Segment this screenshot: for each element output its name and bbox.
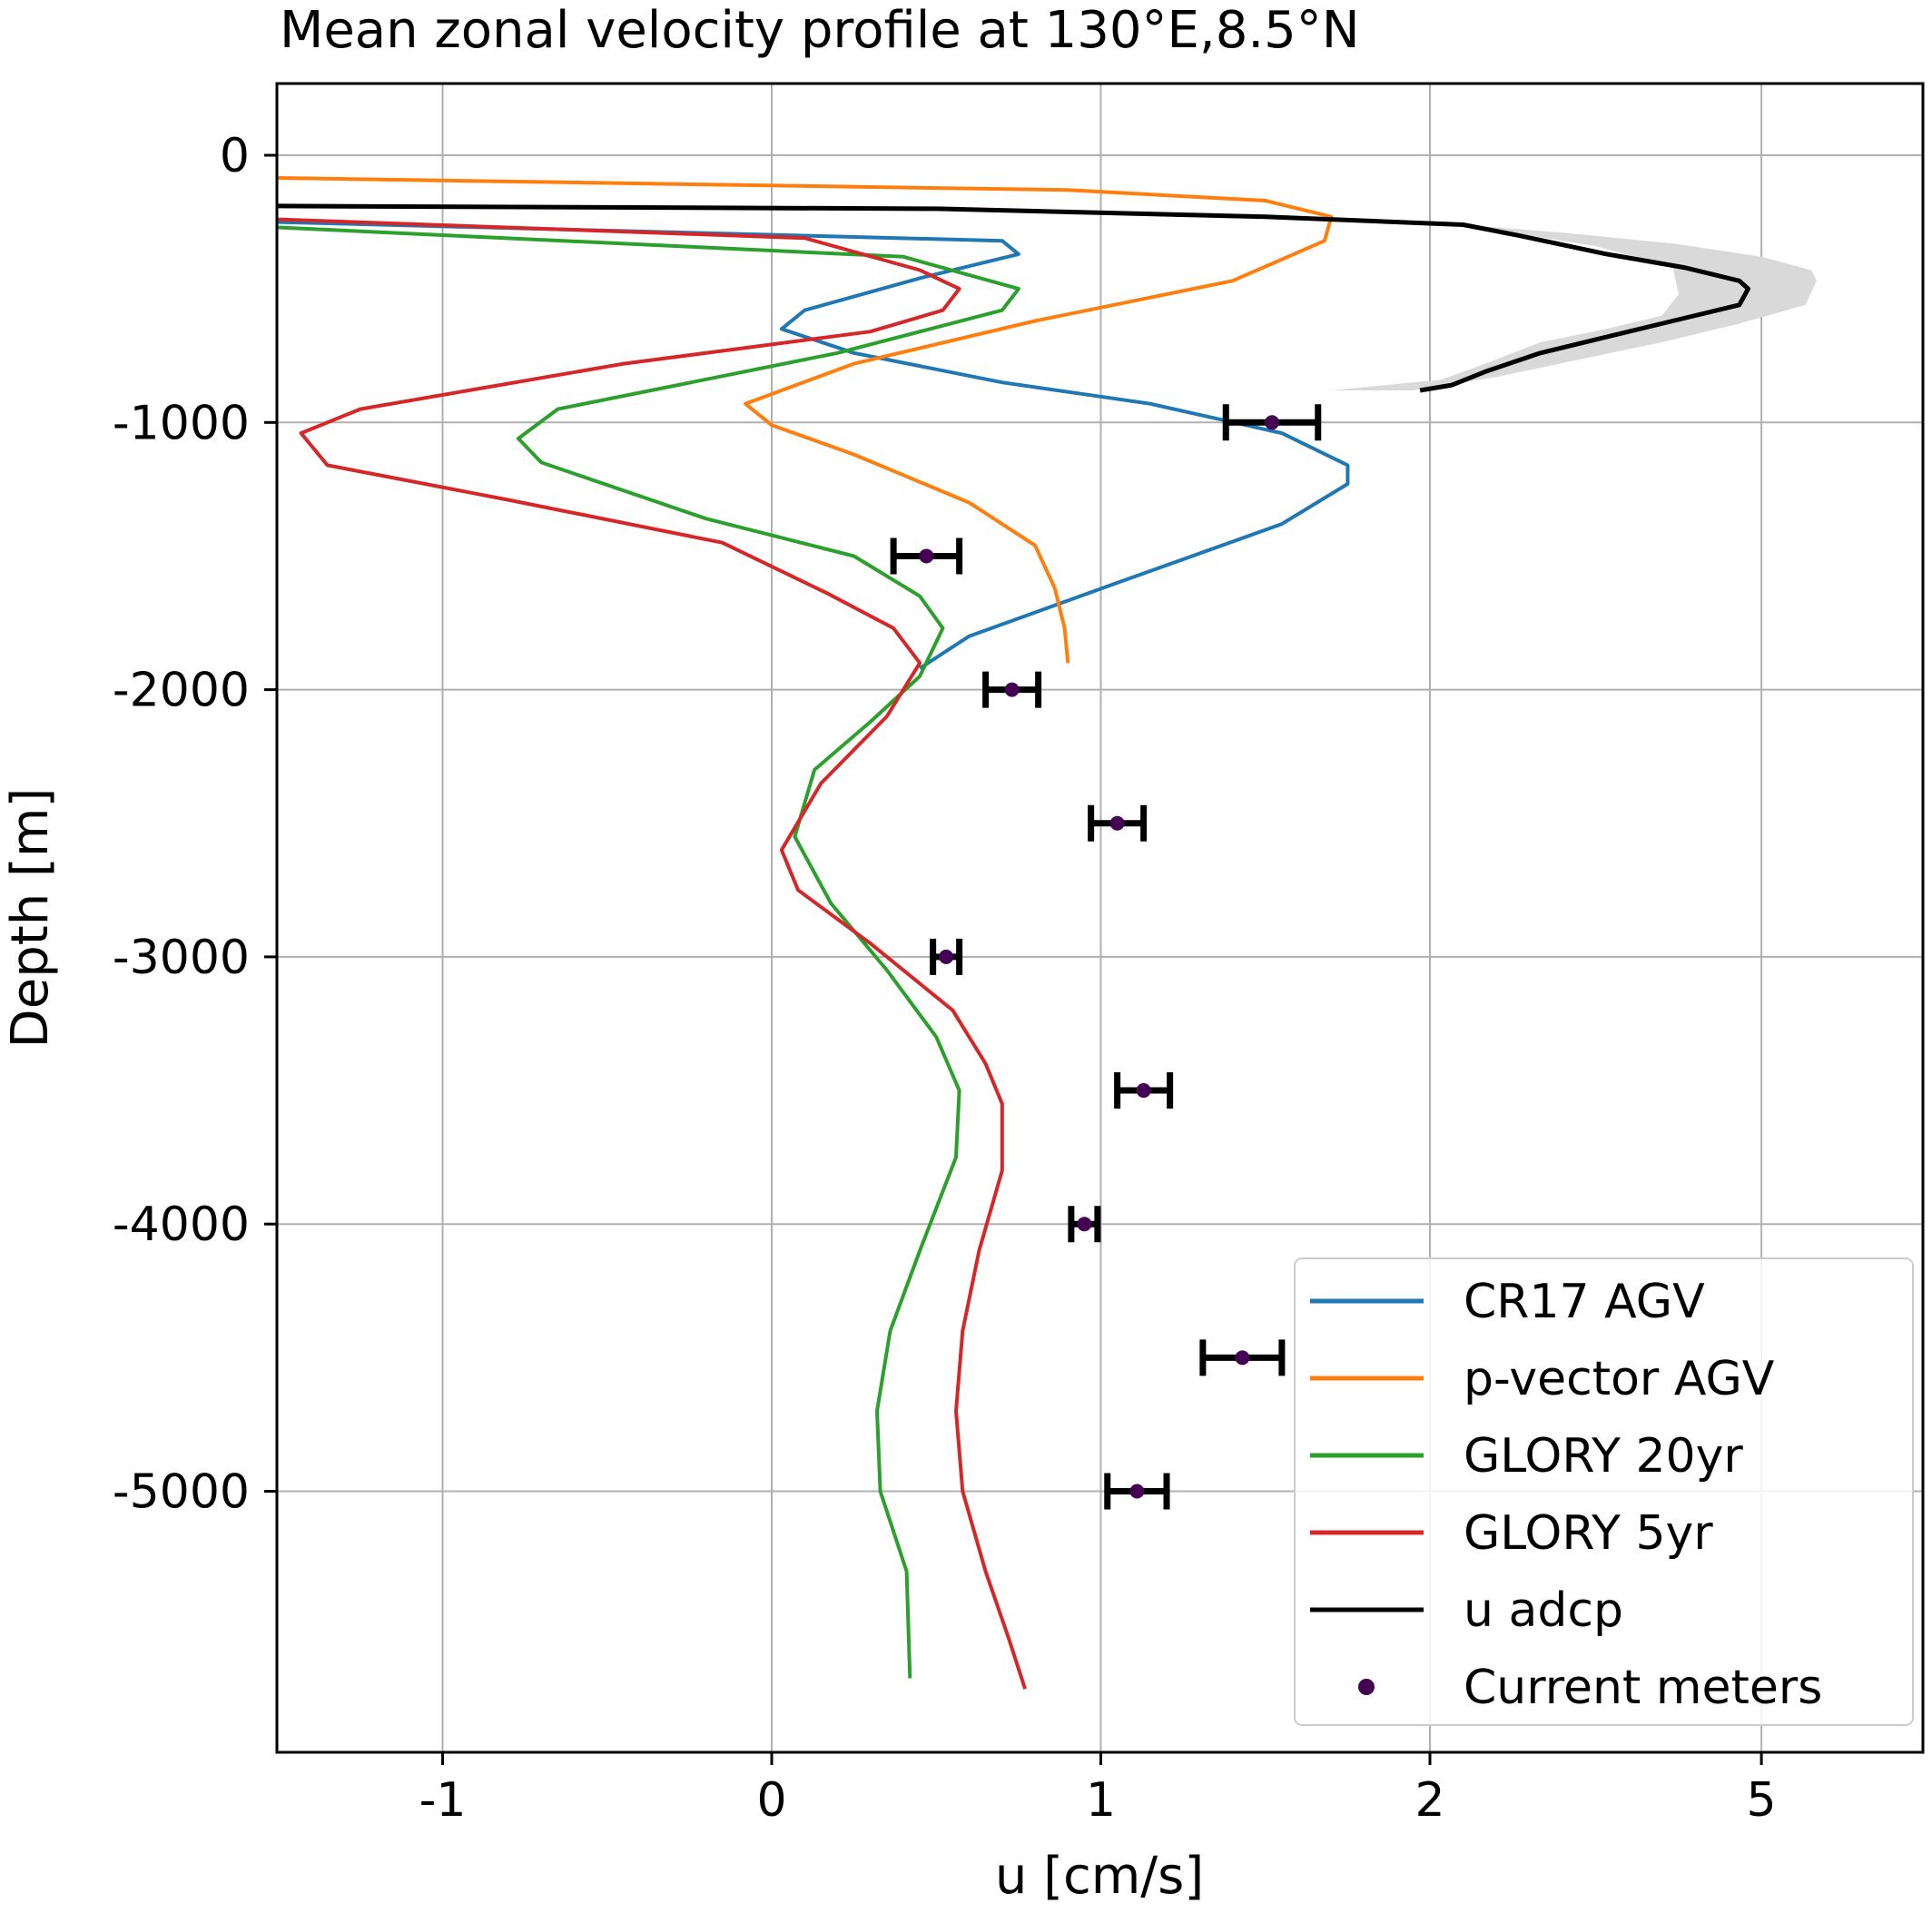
series-lines [278,176,1750,1690]
current-meter-marker [1004,682,1020,697]
legend-label: u adcp [1464,1583,1623,1638]
current-meter-marker [1235,1350,1250,1366]
x-tick-label: 5 [1747,1773,1777,1828]
legend-label: GLORY 20yr [1464,1429,1743,1484]
y-axis-ticks: 0 -1000 -2000 -3000 -4000 -5000 [113,129,277,1520]
legend-entry: p-vector AGV [1310,1352,1775,1406]
current-meter-point [1199,1339,1286,1376]
legend-label: p-vector AGV [1464,1352,1775,1406]
legend-label: CR17 AGV [1464,1275,1705,1329]
legend-entry: GLORY 20yr [1310,1429,1743,1484]
adcp-uncertainty-area [1331,224,1817,390]
legend-entry: Current meters [1358,1661,1822,1715]
legend-label: Current meters [1464,1661,1822,1715]
current-meter-point [1104,1473,1170,1510]
current-meter-point [890,537,963,575]
y-tick-label: -1000 [113,396,250,450]
x-tick-label: 0 [756,1773,786,1828]
series-line-glory-20yr [278,225,1020,1679]
current-meters [890,404,1322,1510]
y-tick-label: -3000 [113,931,250,985]
current-meter-point [982,671,1042,708]
legend-swatch [1358,1679,1375,1695]
x-tick-label: 1 [1086,1773,1116,1828]
y-tick-label: -5000 [113,1465,250,1520]
current-meter-point [1068,1206,1101,1243]
y-tick-label: -4000 [113,1198,250,1252]
legend-box [1294,1257,1914,1726]
grid [277,84,1923,1752]
current-meter-marker [919,548,934,564]
legend-entry: GLORY 5yr [1310,1506,1713,1561]
current-meter-marker [939,949,954,964]
current-meter-marker [1265,415,1279,430]
legend: CR17 AGV p-vector AGV GLORY 20yr GLORY 5yr u… [1294,1257,1914,1726]
series-line-glory-5yr [278,217,1028,1690]
y-tick-label: -2000 [113,664,250,718]
series-line-u-adcp [278,203,1750,393]
y-tick-label: 0 [220,129,250,183]
legend-items: CR17 AGV p-vector AGV GLORY 20yr GLORY 5yr u… [1310,1275,1822,1715]
x-tick-label: 2 [1414,1773,1444,1828]
series-line-p-vector-agv [278,176,1334,664]
current-meter-marker [1077,1217,1092,1232]
legend-label: GLORY 5yr [1464,1506,1713,1561]
legend-entry: CR17 AGV [1310,1275,1705,1329]
current-meter-marker [1136,1083,1151,1099]
current-meter-point [1088,804,1148,842]
adcp-uncertainty-band [1331,224,1817,390]
current-meter-marker [1129,1484,1145,1499]
current-meter-point [1222,404,1322,441]
y-axis-label: Depth [m] [1,788,60,1049]
chart-title: Mean zonal velocity profile at 130°E,8.5… [280,1,1360,60]
series-line-cr17-agv [278,220,1350,670]
x-tick-label: -1 [419,1773,467,1828]
current-meter-marker [1109,815,1125,831]
x-axis-label: u [cm/s] [995,1847,1204,1906]
current-meter-point [930,938,963,975]
current-meter-point [1114,1072,1174,1109]
x-axis-ticks: -1 0 1 2 5 [419,1752,1777,1828]
legend-entry: u adcp [1310,1583,1623,1638]
